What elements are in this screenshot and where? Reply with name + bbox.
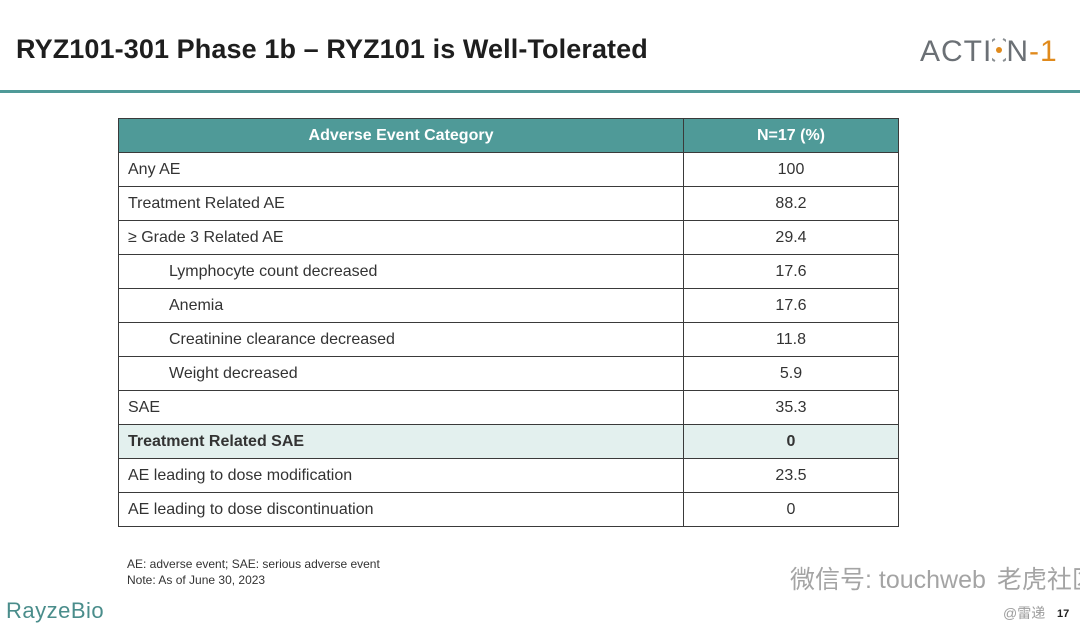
watermark-handle: @雷递 xyxy=(1003,605,1046,621)
table-row: Lymphocyte count decreased 17.6 xyxy=(118,254,899,289)
row-value: 29.4 xyxy=(683,220,899,255)
row-category: SAE xyxy=(118,390,684,425)
watermark-community: 老虎社区 xyxy=(996,566,1080,594)
row-value: 17.6 xyxy=(683,254,899,289)
table-row: SAE 35.3 xyxy=(118,390,899,425)
action-1-logo: ACTI N-1 xyxy=(920,35,1058,69)
column-header-n: N=17 (%) xyxy=(683,118,899,153)
brand-prefix: ACTI xyxy=(920,35,993,68)
table-row: AE leading to dose modification 23.5 xyxy=(118,458,899,493)
table-row: ≥ Grade 3 Related AE 29.4 xyxy=(118,220,899,255)
table-row: Treatment Related AE 88.2 xyxy=(118,186,899,221)
brand-suffix: 1 xyxy=(1040,35,1058,68)
row-category: Anemia xyxy=(118,288,684,323)
abbreviation-note: AE: adverse event; SAE: serious adverse … xyxy=(127,557,380,571)
row-value: 35.3 xyxy=(683,390,899,425)
table-header-row: Adverse Event Category N=17 (%) xyxy=(118,118,899,153)
column-header-category: Adverse Event Category xyxy=(118,118,684,153)
brand-arrow: - xyxy=(1029,35,1041,68)
page-number: 17 xyxy=(1057,608,1070,620)
row-value: 100 xyxy=(683,152,899,187)
adverse-event-table: Adverse Event Category N=17 (%) Any AE 10… xyxy=(118,118,899,527)
row-category: AE leading to dose discontinuation xyxy=(118,492,684,527)
row-value: 11.8 xyxy=(683,322,899,357)
title-divider xyxy=(0,90,1080,93)
row-value: 23.5 xyxy=(683,458,899,493)
row-category: Treatment Related SAE xyxy=(118,424,684,459)
target-icon xyxy=(992,35,1007,65)
row-category: Any AE xyxy=(118,152,684,187)
rayzebio-logo: RayzeBio xyxy=(6,598,105,623)
brand-middle: N xyxy=(1006,35,1030,68)
watermark-wechat: 微信号: touchweb xyxy=(790,566,986,594)
row-category: Treatment Related AE xyxy=(118,186,684,221)
table-body: Any AE 100 Treatment Related AE 88.2 ≥ Grade… xyxy=(118,152,899,527)
page-title: RYZ101-301 Phase 1b – RYZ101 is Well-Tol… xyxy=(16,34,648,64)
row-category: ≥ Grade 3 Related AE xyxy=(118,220,684,255)
table-row: Anemia 17.6 xyxy=(118,288,899,323)
table-row: Creatinine clearance decreased 11.8 xyxy=(118,322,899,357)
row-category: AE leading to dose modification xyxy=(118,458,684,493)
row-value: 0 xyxy=(683,424,899,459)
row-value: 0 xyxy=(683,492,899,527)
row-category: Creatinine clearance decreased xyxy=(118,322,684,357)
footnotes: AE: adverse event; SAE: serious adverse … xyxy=(127,556,380,588)
table-row: Any AE 100 xyxy=(118,152,899,187)
table-row: Weight decreased 5.9 xyxy=(118,356,899,391)
table-row: AE leading to dose discontinuation 0 xyxy=(118,492,899,527)
table-row: Treatment Related SAE 0 xyxy=(118,424,899,459)
watermark: 微信号: touchweb 老虎社区 xyxy=(790,560,1080,596)
row-category: Weight decreased xyxy=(118,356,684,391)
row-value: 88.2 xyxy=(683,186,899,221)
row-category: Lymphocyte count decreased xyxy=(118,254,684,289)
date-note: Note: As of June 30, 2023 xyxy=(127,573,266,587)
row-value: 17.6 xyxy=(683,288,899,323)
row-value: 5.9 xyxy=(683,356,899,391)
